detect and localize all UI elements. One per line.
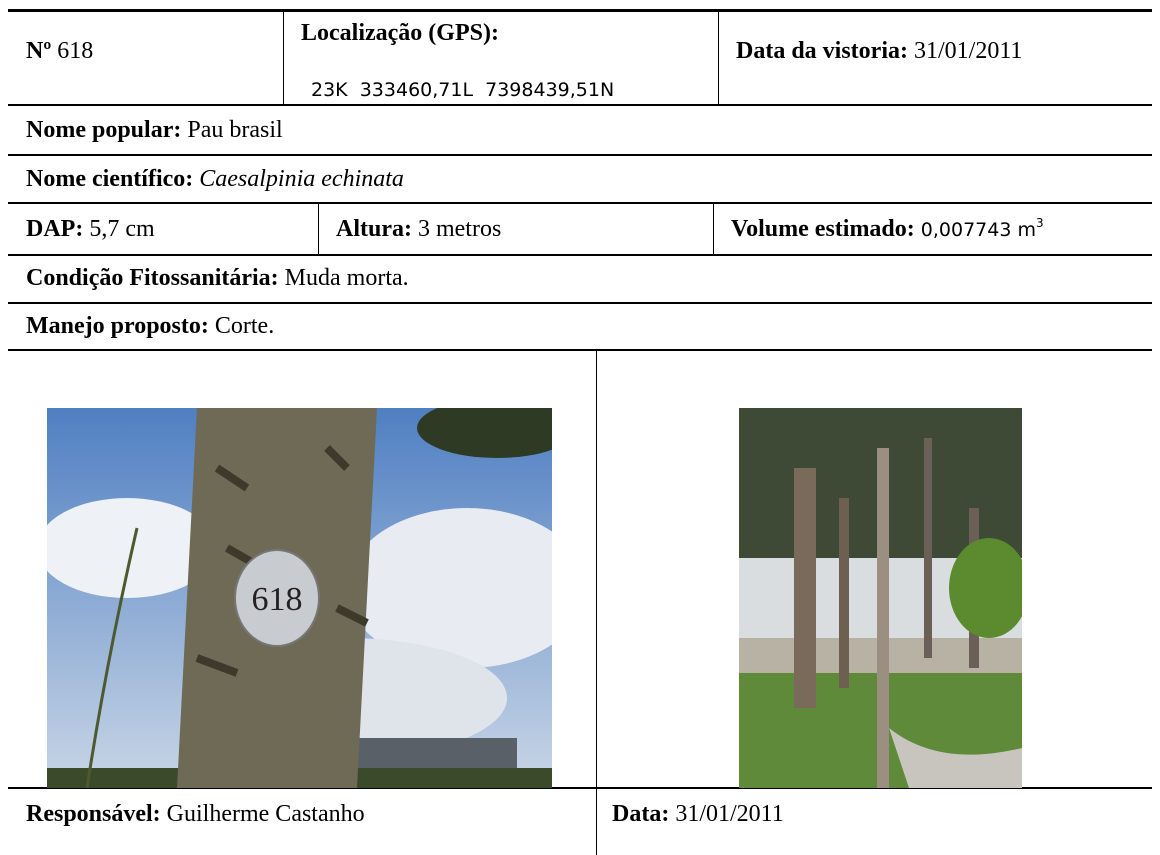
field: Nº 618 (26, 38, 93, 65)
field: DAP: 5,7 cm (26, 216, 155, 243)
field: Nome popular: Pau brasil (26, 117, 283, 144)
label: Data da vistoria: (736, 38, 908, 64)
value: 23K 333460,71L 7398439,51N (311, 79, 615, 101)
rule (8, 104, 1152, 106)
field: Nome científico: Caesalpinia echinata (26, 166, 404, 193)
field: Altura: 3 metros (336, 216, 501, 243)
label: DAP: (26, 216, 84, 242)
exponent: 3 (1036, 216, 1044, 230)
label: Nome científico: (26, 166, 194, 192)
label: Manejo proposto: (26, 313, 209, 339)
label: Nº (26, 38, 52, 64)
rule (8, 202, 1152, 204)
value: 618 (57, 38, 94, 64)
label: Volume estimado: (731, 216, 915, 242)
value: Caesalpinia echinata (199, 166, 404, 192)
rule (8, 302, 1152, 304)
divider (596, 351, 597, 855)
divider (318, 204, 319, 255)
value: 0,007743 m (920, 219, 1036, 241)
label: Responsável: (26, 801, 161, 827)
rule (8, 349, 1152, 351)
value: 31/01/2011 (675, 801, 784, 827)
field: Volume estimado: 0,007743 m3 (731, 216, 1044, 243)
value: Guilherme Castanho (166, 801, 365, 827)
label: Data: (612, 801, 670, 827)
label: Localização (GPS): (301, 20, 499, 46)
value: Pau brasil (187, 117, 283, 143)
tag-number: 618 (252, 581, 303, 618)
rule (8, 254, 1152, 256)
value: Corte. (214, 313, 275, 339)
field: Localização (GPS): (301, 20, 499, 47)
divider (718, 11, 719, 105)
value: 31/01/2011 (913, 38, 1023, 64)
field: Condição Fitossanitária: Muda morta. (26, 265, 409, 292)
rule (8, 787, 1152, 789)
field: Responsável: Guilherme Castanho (26, 801, 365, 828)
label: Condição Fitossanitária: (26, 265, 279, 291)
rule (8, 154, 1152, 156)
photo-trunk: 618 (47, 408, 552, 788)
photo-grove (739, 408, 1022, 788)
value: 3 metros (417, 216, 502, 242)
rule (8, 9, 1152, 12)
divider (713, 204, 714, 255)
value: Muda morta. (284, 265, 409, 291)
field: Data: 31/01/2011 (612, 801, 784, 828)
field: Data da vistoria: 31/01/2011 (736, 38, 1022, 65)
label: Altura: (336, 216, 412, 242)
value: 5,7 cm (89, 216, 155, 242)
label: Nome popular: (26, 117, 182, 143)
divider (283, 11, 284, 105)
field: Manejo proposto: Corte. (26, 313, 274, 340)
